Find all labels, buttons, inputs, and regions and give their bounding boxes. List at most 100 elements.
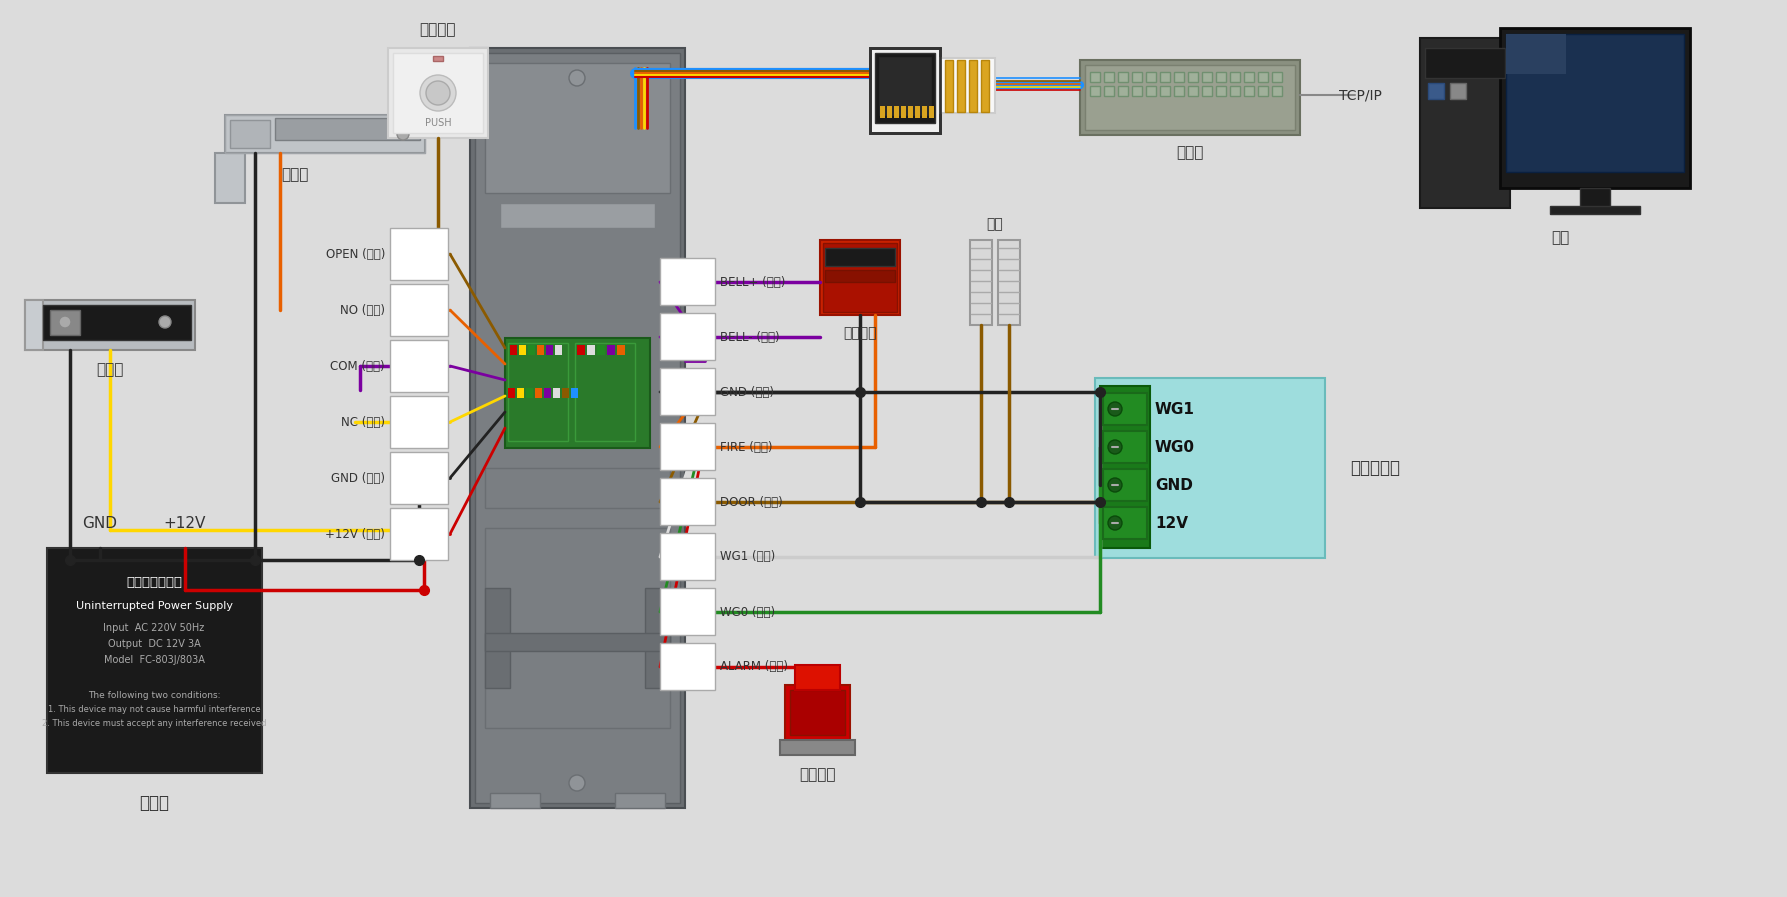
Text: OPEN (棕色): OPEN (棕色) <box>325 248 384 260</box>
Bar <box>1258 86 1269 96</box>
Text: The following two conditions:: The following two conditions: <box>88 692 220 701</box>
Bar <box>608 345 615 355</box>
Text: ALARM (红色): ALARM (红色) <box>720 660 788 674</box>
Text: NC (黄色): NC (黄色) <box>341 415 384 429</box>
Bar <box>826 270 895 282</box>
Text: GND: GND <box>1154 477 1194 492</box>
Bar <box>225 115 425 153</box>
Bar <box>1229 86 1240 96</box>
Bar <box>824 243 897 312</box>
Text: GND (黑色): GND (黑色) <box>720 386 774 398</box>
Text: +12V: +12V <box>164 516 206 530</box>
Bar <box>597 345 606 355</box>
Text: 2. This device must accept any interference received: 2. This device must accept any interfere… <box>41 719 266 728</box>
Text: Output  DC 12V 3A: Output DC 12V 3A <box>107 639 200 649</box>
Bar <box>518 345 525 355</box>
Bar <box>561 388 568 398</box>
Bar <box>870 48 940 133</box>
Text: TCP/IP: TCP/IP <box>1338 88 1381 102</box>
Bar <box>1090 72 1101 82</box>
Bar <box>390 452 449 504</box>
Circle shape <box>420 75 456 111</box>
Bar <box>508 343 568 441</box>
Text: COM (紫色): COM (紫色) <box>331 360 384 372</box>
Bar <box>490 793 540 808</box>
Bar <box>275 118 420 140</box>
Bar <box>659 368 715 415</box>
Text: DOOR (棕色): DOOR (棕色) <box>720 495 783 509</box>
Bar <box>577 345 584 355</box>
Bar <box>659 588 715 635</box>
Bar <box>1160 86 1170 96</box>
Bar <box>659 533 715 580</box>
Text: 阴极锁: 阴极锁 <box>281 168 309 182</box>
Bar <box>1145 72 1156 82</box>
Bar <box>543 388 550 398</box>
Text: WG1 (白色): WG1 (白色) <box>720 551 776 563</box>
Text: 交换机: 交换机 <box>1176 145 1204 161</box>
Bar <box>484 63 670 193</box>
Bar <box>659 643 715 690</box>
Bar <box>506 338 650 448</box>
Text: 电脑: 电脑 <box>1551 231 1569 246</box>
Bar <box>969 60 977 112</box>
Bar <box>1119 86 1128 96</box>
Bar <box>432 56 443 61</box>
Bar <box>997 240 1020 325</box>
Bar <box>484 468 670 508</box>
Bar <box>475 53 681 803</box>
Bar <box>886 106 892 118</box>
Bar <box>1506 34 1565 74</box>
Bar <box>1095 378 1324 558</box>
Bar <box>929 106 935 118</box>
Bar <box>790 690 845 735</box>
Text: Model  FC-803J/803A: Model FC-803J/803A <box>104 655 204 665</box>
Bar <box>46 548 263 773</box>
Bar <box>1215 86 1226 96</box>
Text: NO (橙色): NO (橙色) <box>340 303 384 317</box>
Bar <box>659 313 715 360</box>
Bar <box>1145 86 1156 96</box>
Text: 报警输出: 报警输出 <box>799 768 835 782</box>
Bar <box>877 56 933 116</box>
Bar <box>572 388 577 398</box>
Bar <box>1272 72 1281 82</box>
Bar <box>390 340 449 392</box>
Bar <box>1103 431 1147 463</box>
Bar <box>1103 393 1147 425</box>
Bar <box>575 343 634 441</box>
Text: GND: GND <box>82 516 118 530</box>
Bar <box>1174 86 1185 96</box>
Bar <box>645 588 670 688</box>
Bar <box>1203 86 1212 96</box>
Bar <box>876 53 935 123</box>
Bar <box>945 60 952 112</box>
Bar <box>659 478 715 525</box>
Bar <box>1421 38 1510 208</box>
Text: 磁力锁: 磁力锁 <box>96 362 123 378</box>
Circle shape <box>1108 478 1122 492</box>
Bar <box>556 345 561 355</box>
Bar <box>1244 86 1254 96</box>
Bar <box>1103 469 1147 501</box>
Text: 出门开关: 出门开关 <box>420 22 456 38</box>
Text: WG0: WG0 <box>1154 440 1196 455</box>
Bar <box>795 665 840 690</box>
Bar <box>538 345 543 355</box>
Bar <box>1131 86 1142 96</box>
Bar <box>915 106 920 118</box>
Bar <box>484 528 670 728</box>
Text: 1. This device may not cause harmful interference: 1. This device may not cause harmful int… <box>48 706 261 715</box>
Text: Input  AC 220V 50Hz: Input AC 220V 50Hz <box>104 623 206 633</box>
Bar <box>820 240 901 315</box>
Bar <box>826 248 895 266</box>
Bar <box>225 115 425 153</box>
Bar <box>1104 72 1113 82</box>
Bar <box>1258 72 1269 82</box>
Bar <box>1580 188 1610 208</box>
Text: 门磁: 门磁 <box>986 217 1003 231</box>
Bar <box>393 53 482 133</box>
Text: WG0 (绿色): WG0 (绿色) <box>720 605 776 619</box>
Text: Uninterrupted Power Supply: Uninterrupted Power Supply <box>75 601 232 611</box>
Bar <box>1101 386 1151 548</box>
